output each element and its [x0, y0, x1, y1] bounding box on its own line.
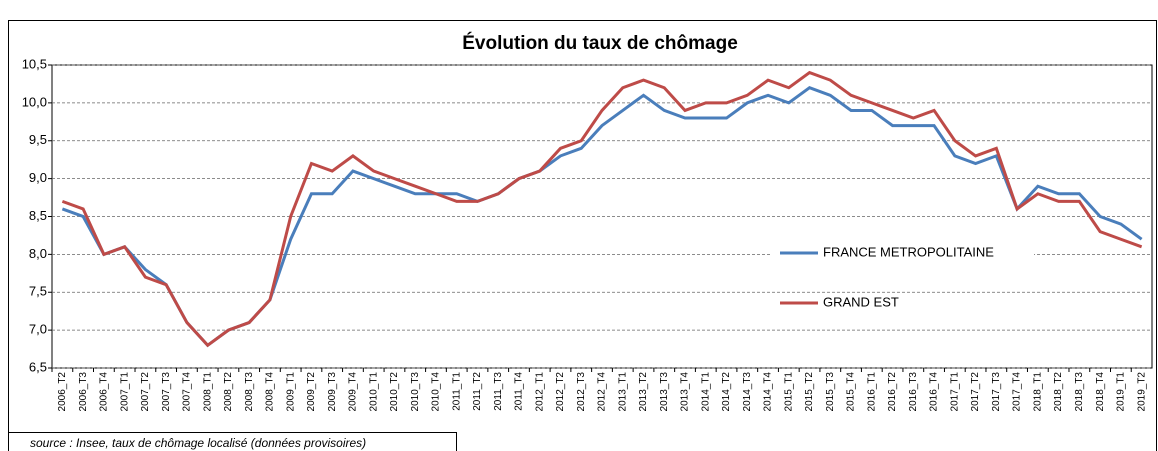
x-tick-label: 2008_T2	[223, 372, 234, 412]
x-tick-label: 2014_T1	[700, 372, 711, 412]
x-tick-label: 2014_T2	[721, 372, 732, 412]
x-tick-label: 2010_T2	[389, 372, 400, 412]
x-tick-label: 2011_T4	[514, 372, 525, 411]
x-tick-label: 2008_T1	[202, 372, 213, 412]
x-tick-label: 2013_T1	[617, 372, 628, 412]
legend-label: GRAND EST	[823, 294, 899, 309]
x-tick-label: 2012_T3	[576, 372, 587, 412]
x-tick-label: 2013_T2	[638, 372, 649, 412]
x-tick-label: 2018_T4	[1095, 372, 1106, 412]
x-tick-label: 2009_T2	[306, 372, 317, 412]
y-tick-label: 6,5	[29, 359, 47, 374]
y-tick-label: 8,0	[29, 246, 47, 261]
x-tick-label: 2008_T4	[265, 372, 276, 412]
x-tick-label: 2017_T4	[1012, 372, 1023, 412]
x-tick-label: 2009_T3	[327, 372, 338, 412]
x-tick-label: 2013_T4	[680, 372, 691, 412]
x-tick-label: 2015_T3	[825, 372, 836, 412]
y-tick-label: 9,0	[29, 170, 47, 185]
x-tick-label: 2017_T2	[970, 372, 981, 412]
x-tick-label: 2012_T2	[555, 372, 566, 412]
x-tick-label: 2007_T2	[140, 372, 151, 412]
y-tick-label: 7,0	[29, 322, 47, 337]
legend-label: FRANCE METROPOLITAINE	[823, 244, 994, 259]
y-tick-label: 10,0	[22, 94, 47, 109]
x-tick-label: 2010_T3	[410, 372, 421, 412]
y-tick-label: 9,5	[29, 132, 47, 147]
x-tick-label: 2006_T3	[78, 372, 89, 412]
x-tick-label: 2017_T1	[949, 372, 960, 412]
source-note: source : Insee, taux de chômage localisé…	[30, 436, 366, 450]
x-tick-label: 2015_T2	[804, 372, 815, 412]
x-tick-label: 2011_T2	[472, 372, 483, 411]
y-tick-label: 10,5	[22, 56, 47, 71]
x-tick-label: 2011_T3	[493, 372, 504, 411]
chart-title: Évolution du taux de chômage	[462, 32, 738, 54]
x-tick-label: 2016_T3	[908, 372, 919, 412]
x-tick-label: 2016_T1	[866, 372, 877, 412]
x-tick-label: 2010_T1	[368, 372, 379, 412]
source-box	[8, 432, 457, 451]
legend-bg	[772, 293, 1034, 313]
x-tick-label: 2011_T1	[451, 372, 462, 411]
x-tick-label: 2006_T4	[99, 372, 110, 412]
x-tick-label: 2019_T1	[1116, 372, 1127, 412]
x-tick-label: 2016_T2	[887, 372, 898, 412]
y-tick-label: 7,5	[29, 284, 47, 299]
x-tick-label: 2012_T1	[534, 372, 545, 412]
x-tick-label: 2018_T1	[1032, 372, 1043, 412]
x-tick-label: 2009_T1	[285, 372, 296, 412]
x-tick-label: 2013_T3	[659, 372, 670, 412]
x-tick-label: 2018_T3	[1074, 372, 1085, 412]
x-tick-label: 2019_T2	[1136, 372, 1147, 412]
x-tick-label: 2008_T3	[244, 372, 255, 412]
x-tick-label: 2009_T4	[348, 372, 359, 412]
x-tick-label: 2007_T3	[161, 372, 172, 412]
legend-bg	[772, 243, 1034, 263]
x-tick-label: 2010_T4	[431, 372, 442, 412]
x-tick-label: 2014_T4	[763, 372, 774, 412]
series-line	[61, 70, 1143, 348]
x-tick-label: 2007_T1	[119, 372, 130, 412]
x-tick-label: 2007_T4	[182, 372, 193, 412]
x-tick-label: 2016_T4	[929, 372, 940, 412]
x-tick-label: 2017_T3	[991, 372, 1002, 412]
x-tick-label: 2012_T4	[597, 372, 608, 412]
x-tick-label: 2018_T2	[1053, 372, 1064, 412]
x-tick-label: 2014_T3	[742, 372, 753, 412]
x-tick-label: 2006_T2	[57, 372, 68, 412]
x-tick-label: 2015_T4	[846, 372, 857, 412]
y-tick-label: 8,5	[29, 208, 47, 223]
x-tick-label: 2015_T1	[783, 372, 794, 412]
